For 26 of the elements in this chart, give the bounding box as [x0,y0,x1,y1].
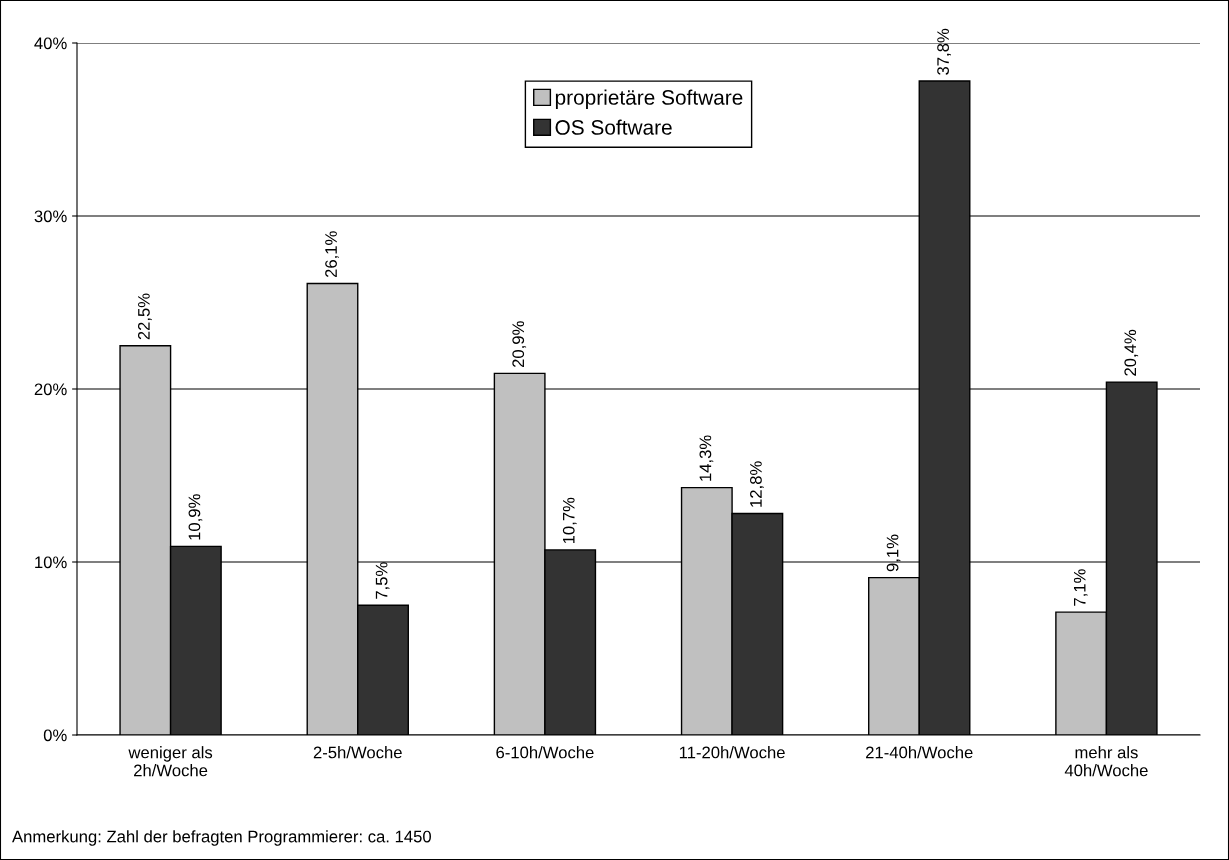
data-label: 12,8% [750,461,764,507]
y-tick-label: 30% [34,210,67,223]
y-tick-label: 40% [34,37,67,50]
x-tick-label: mehr als 40h/Woche [1064,746,1148,777]
legend-label: OS Software [555,119,672,135]
x-tick-label: weniger als 2h/Woche [128,746,213,777]
data-label: 7,5% [375,562,390,599]
data-label: 22,5% [137,293,152,340]
data-label: 10,9% [188,494,203,540]
data-label: 37,8% [937,28,951,75]
data-label: 20,9% [512,321,527,368]
text: Anmerkung: Zahl der befragten Programmierer: ca. 1450 [12,830,431,846]
x-tick-label: 6-10h/Woche [496,746,594,759]
y-tick-label: 0% [43,729,67,742]
data-label: 10,7% [562,497,577,544]
x-tick-label: 11-20h/Woche [679,746,785,759]
data-label: 26,1% [325,231,339,278]
x-tick-label: 21-40h/Woche [866,746,973,759]
x-tick-label: 2-5h/Woche [313,746,402,759]
data-label: 20,4% [1124,329,1139,376]
y-tick-label: 20% [34,383,67,396]
legend-label: proprietäre Software [555,89,743,109]
data-label: 7,1% [1073,569,1088,606]
data-label: 14,3% [699,435,714,481]
data-label: 9,1% [886,534,901,572]
y-tick-label: 10% [35,556,67,569]
